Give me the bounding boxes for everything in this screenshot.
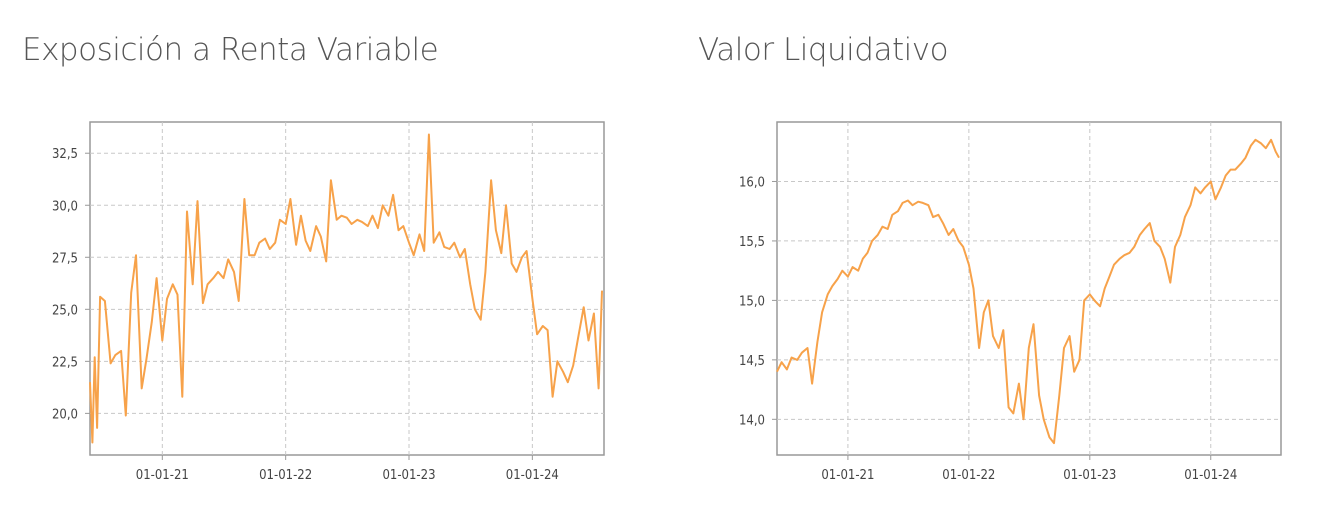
y-tick-label: 14,5 — [739, 354, 765, 369]
line-chart-renta-variable: 20,0 22,5 25,0 27,5 30,0 32,5 01-01-21 01-01-22… — [52, 121, 605, 483]
y-tick-label: 32,5 — [52, 147, 78, 162]
x-tick-label: 01-01-21 — [136, 468, 189, 483]
series-line — [776, 138, 1280, 445]
line-chart-valor-liquidativo: 14,0 14,5 15,0 15,5 16,0 01-01-21 01-01-22 01-0… — [739, 121, 1282, 483]
plot-area — [776, 121, 1282, 456]
x-tick-label: 01-01-23 — [382, 468, 435, 483]
y-tick-label: 14,0 — [739, 413, 765, 428]
x-tick-label: 01-01-22 — [942, 468, 995, 483]
y-tick-label: 15,0 — [739, 294, 765, 309]
x-tick-label: 01-01-24 — [1184, 468, 1237, 483]
y-tick-label: 30,0 — [52, 199, 78, 214]
y-tick-label: 25,0 — [52, 303, 78, 318]
y-tick-label: 22,5 — [52, 355, 78, 370]
x-tick-label: 01-01-22 — [259, 468, 312, 483]
x-tick-label: 01-01-23 — [1063, 468, 1116, 483]
chart-panel-renta-variable: Exposición a Renta Variable 20,0 22,5 25,0… — [22, 32, 605, 483]
y-tick-label: 20,0 — [52, 407, 78, 422]
y-tick-label: 27,5 — [52, 251, 78, 266]
y-tick-label: 15,5 — [739, 235, 765, 250]
series-line — [89, 133, 603, 444]
y-tick-label: 16,0 — [739, 175, 765, 190]
chart-panel-valor-liquidativo: Valor Liquidativo 14,0 14,5 15,0 15,5 16,0 01… — [667, 0, 1334, 530]
chart-title: Valor Liquidativo — [698, 32, 949, 68]
x-tick-label: 01-01-21 — [821, 468, 874, 483]
plot-area — [89, 121, 605, 456]
chart-title: Exposición a Renta Variable — [22, 32, 439, 68]
x-tick-label: 01-01-24 — [506, 468, 559, 483]
